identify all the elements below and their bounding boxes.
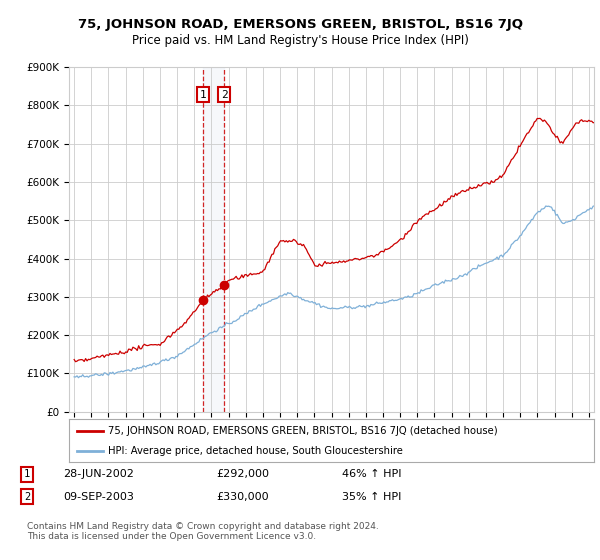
Text: 35% ↑ HPI: 35% ↑ HPI bbox=[342, 492, 401, 502]
Text: 2: 2 bbox=[221, 90, 227, 100]
Text: £330,000: £330,000 bbox=[216, 492, 269, 502]
Text: £292,000: £292,000 bbox=[216, 469, 269, 479]
Text: 2: 2 bbox=[24, 492, 30, 502]
Text: 75, JOHNSON ROAD, EMERSONS GREEN, BRISTOL, BS16 7JQ: 75, JOHNSON ROAD, EMERSONS GREEN, BRISTO… bbox=[77, 18, 523, 31]
Text: HPI: Average price, detached house, South Gloucestershire: HPI: Average price, detached house, Sout… bbox=[109, 446, 403, 455]
Text: 1: 1 bbox=[199, 90, 206, 100]
Text: 75, JOHNSON ROAD, EMERSONS GREEN, BRISTOL, BS16 7JQ (detached house): 75, JOHNSON ROAD, EMERSONS GREEN, BRISTO… bbox=[109, 426, 498, 436]
Bar bbox=[203, 67, 224, 412]
Text: 09-SEP-2003: 09-SEP-2003 bbox=[63, 492, 134, 502]
Text: 28-JUN-2002: 28-JUN-2002 bbox=[63, 469, 134, 479]
Text: 1: 1 bbox=[24, 469, 30, 479]
Text: Price paid vs. HM Land Registry's House Price Index (HPI): Price paid vs. HM Land Registry's House … bbox=[131, 34, 469, 46]
Text: Contains HM Land Registry data © Crown copyright and database right 2024.
This d: Contains HM Land Registry data © Crown c… bbox=[27, 522, 379, 542]
Text: 46% ↑ HPI: 46% ↑ HPI bbox=[342, 469, 401, 479]
